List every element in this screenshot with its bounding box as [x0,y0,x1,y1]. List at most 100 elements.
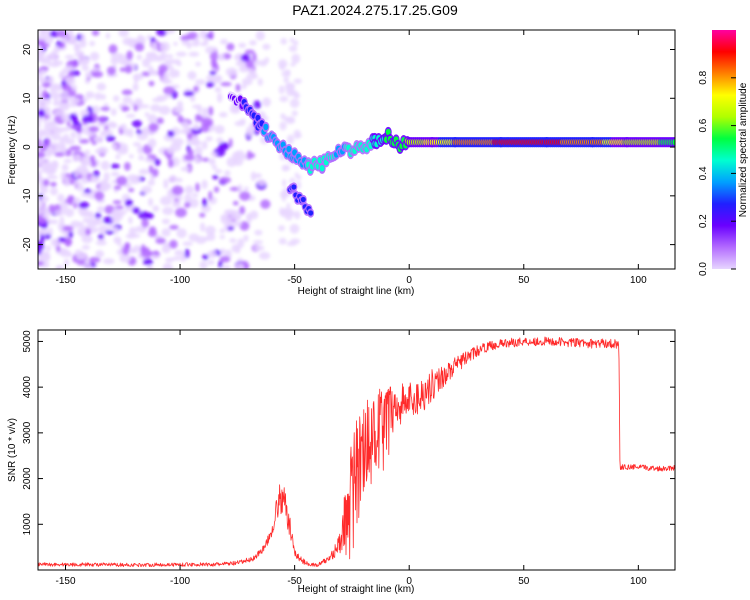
spectrogram-noise-blob [69,113,78,121]
snr-frame [37,329,676,571]
spectrogram-noise-blob [97,233,104,240]
spectrogram-noise-blob [125,199,134,207]
spectrogram-noise-blob [202,157,210,162]
spectrogram-noise-blob [58,103,70,111]
spectrogram-noise-blob [133,74,139,84]
spectrogram-noise-blob [227,226,234,231]
spectrogram-noise-blob [172,200,181,208]
spectrogram-noise-blob [132,142,141,147]
spectrogram-noise-blob [176,61,182,67]
y-tick-label: 5000 [22,330,33,353]
spectrogram-noise-blob [167,158,174,168]
spectrogram-noise-blob [151,97,164,103]
y-tick-label: 3000 [22,421,33,444]
spectrogram-noise-blob [53,209,66,216]
spectrogram-noise-blob [205,136,213,142]
spectrogram-noise-blob [218,260,223,269]
spectrogram-noise-blob [73,154,82,162]
spectrogram-noise-blob [283,77,290,83]
spectrogram-noise-blob [205,46,217,55]
spectrogram-ridge-core [300,196,306,203]
snr-x-label: Height of straight line (km) [298,584,415,595]
spectrogram-noise-blob [82,217,91,223]
spectrogram-noise-blob [112,200,122,205]
spectrogram-y-label: Frequency (Hz) [7,116,18,185]
spectrogram-noise-blob [81,169,88,180]
spectrogram-noise-blob [219,228,225,234]
spectrogram-noise-blob [147,113,157,124]
spectrogram-noise-blob [148,229,157,238]
spectrogram-noise-blob [105,135,116,142]
spectrogram-noise-blob [158,64,168,73]
spectrogram-noise-blob [217,53,225,61]
spectrogram-noise-blob [124,65,133,74]
spectrogram-noise-blob [163,178,169,189]
spectrogram-noise-blob [65,76,76,86]
spectrogram-noise-blob [50,181,57,187]
spectrogram-noise-blob [208,190,213,201]
spectrogram-noise-blob [74,50,85,58]
spectrogram-noise-blob [52,160,59,169]
spectrogram-noise-blob [220,38,229,45]
spectrogram-noise-blob [102,129,113,138]
spectrogram-noise-blob [174,250,185,256]
spectrogram-noise-blob [90,175,99,183]
spectrogram-noise-blob [291,110,298,117]
spectrogram-noise-blob [111,144,118,149]
spectrogram-noise-blob [64,149,72,157]
spectrogram-noise-blob [45,245,51,252]
spectrogram-noise-blob [175,69,180,78]
spectrogram-noise-blob [171,185,184,196]
spectrogram-noise-blob [38,207,43,216]
spectrogram-noise-blob [253,100,262,109]
spectrogram-noise-blob [108,44,118,54]
spectrogram-noise-blob [142,258,154,266]
spectrogram-noise-blob [159,51,167,61]
spectrogram-noise-blob [219,234,226,240]
spectrogram-noise-blob [148,197,154,207]
spectrogram-noise-blob [69,101,77,108]
spectrogram-noise-blob [155,237,166,244]
spectrogram-noise-blob [279,207,285,216]
spectrogram-noise-blob [76,252,87,260]
spectrogram-noise-blob [244,49,255,55]
spectrogram-noise-blob [131,119,143,128]
spectrogram-noise-blob [69,145,82,151]
spectrogram-noise-blob [59,42,66,49]
spectrogram-noise-blob [202,197,208,207]
x-tick-label: 100 [630,275,647,286]
spectrogram-noise-blob [165,257,175,263]
spectrogram-noise-blob [49,187,58,196]
spectrogram-noise-blob [205,225,216,235]
spectrogram-noise-blob [110,58,120,65]
spectrogram-noise-blob [162,262,173,269]
spectrogram-noise-blob [58,237,67,242]
spectrogram-noise-blob [254,173,262,179]
spectrogram-noise-blob [249,40,257,46]
spectrogram-noise-blob [206,250,217,259]
spectrogram-noise-blob [212,174,219,180]
spectrogram-noise-blob [47,75,54,85]
spectrogram-noise-blob [46,175,59,180]
spectrogram-noise-blob [257,78,263,86]
spectrogram-noise-blob [214,124,225,134]
spectrogram-noise-blob [252,52,257,62]
spectrogram-noise-blob [208,157,216,166]
spectrogram-noise-blob [132,245,143,253]
spectrogram-noise-blob [141,185,152,194]
spectrogram-noise-blob [254,229,263,236]
spectrogram-noise-blob [189,198,199,208]
spectrogram-noise-blob [58,72,64,79]
spectrogram-noise-blob [48,204,55,213]
spectrogram-noise-blob [262,43,271,50]
spectrogram-noise-blob [59,216,65,225]
spectrogram-noise-blob [192,124,200,131]
spectrogram-noise-blob [113,226,119,235]
spectrogram-noise-blob [293,78,302,84]
spectrogram-noise-blob [110,108,117,116]
spectrogram-noise-blob [74,180,81,185]
spectrogram-noise-blob [187,71,197,80]
spectrogram-noise-blob [286,134,295,145]
spectrogram-noise-blob [95,217,101,225]
